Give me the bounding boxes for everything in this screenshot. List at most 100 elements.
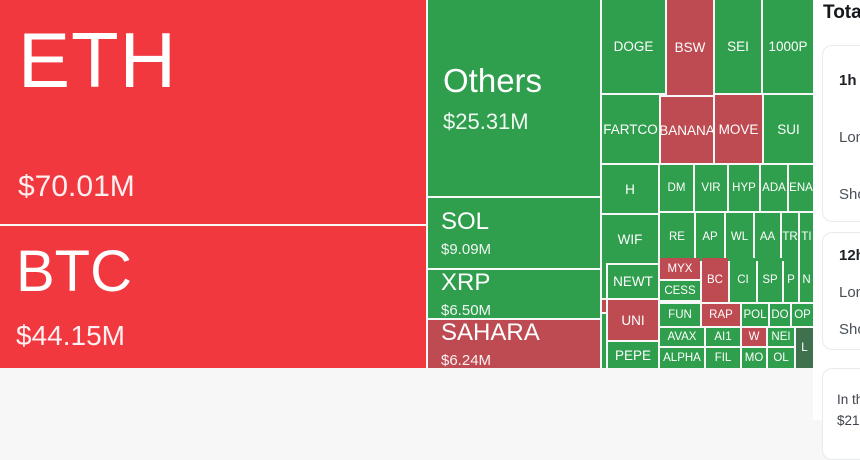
tile-label: CI: [737, 274, 749, 286]
tile-label: H: [625, 181, 635, 197]
long-liquidations-label: Lon: [839, 129, 860, 146]
tile-sliver[interactable]: [602, 300, 606, 312]
tile-bc[interactable]: BC: [702, 258, 728, 302]
tile-h[interactable]: H: [602, 165, 658, 213]
tile-aa[interactable]: AA: [755, 213, 780, 261]
tile-label: TR: [782, 231, 798, 243]
tile-label: 1000P: [768, 39, 808, 54]
tile-sui[interactable]: SUI: [764, 95, 813, 163]
short-liquidations-label: Sho: [839, 321, 860, 338]
tile-vir[interactable]: VIR: [695, 165, 727, 211]
tile-fun[interactable]: FUN: [660, 304, 700, 326]
tile-sahara[interactable]: SAHARA $6.24M: [428, 320, 600, 368]
tile-myx[interactable]: MYX: [660, 258, 700, 279]
tile-mo[interactable]: MO: [742, 348, 766, 368]
tile-label: OP: [794, 309, 811, 321]
tile-label: AI1: [714, 331, 732, 343]
tile-ai1[interactable]: AI1: [706, 328, 740, 346]
tile-label: ENA: [789, 182, 813, 194]
tile-sp[interactable]: SP: [758, 258, 782, 302]
tile-sliver[interactable]: [602, 314, 606, 368]
tile-l[interactable]: L: [796, 328, 813, 368]
tile-ol[interactable]: OL: [768, 348, 794, 368]
tile-label: BSW: [674, 40, 706, 55]
tile-label: OL: [773, 352, 789, 364]
tile-bsw[interactable]: BSW: [667, 0, 713, 95]
tile-tr[interactable]: TR: [782, 213, 798, 261]
tile-nei[interactable]: NEI: [768, 328, 794, 346]
tile-p[interactable]: P: [784, 258, 798, 302]
tile-w[interactable]: W: [742, 328, 766, 346]
tile-n[interactable]: N: [800, 258, 813, 302]
tile-label: W: [748, 331, 760, 343]
summary-text: In th: [837, 392, 860, 407]
tile-eth[interactable]: ETH $70.01M: [0, 0, 426, 224]
tile-doge[interactable]: DOGE: [602, 0, 665, 93]
tile-pol[interactable]: POL: [742, 304, 768, 326]
tile-ci[interactable]: CI: [730, 258, 756, 302]
liquidation-treemap: ETH $70.01M BTC $44.15M Others $25.31M SOL $9.0…: [0, 0, 813, 368]
tile-label: BTC: [16, 239, 132, 304]
liquidation-side-panel: Tota 1h Lon Sho 12h Lon Sho In th $21: [813, 0, 860, 460]
tile-others[interactable]: Others $25.31M: [428, 0, 600, 196]
tile-1000p[interactable]: 1000P: [763, 0, 813, 93]
tile-ap[interactable]: AP: [696, 213, 724, 261]
tile-do[interactable]: DO: [770, 304, 790, 326]
tile-label: VIR: [701, 182, 721, 194]
tile-label: DO: [771, 309, 789, 321]
tile-op[interactable]: OP: [792, 304, 813, 326]
tile-label: BANANA: [661, 122, 713, 138]
tile-label: DOGE: [613, 39, 654, 54]
tile-label: TI: [801, 231, 812, 243]
tile-fil[interactable]: FIL: [706, 348, 740, 368]
liquidation-card-1h: 1h Lon Sho: [822, 45, 860, 222]
tile-pepe[interactable]: PEPE: [608, 342, 658, 368]
tile-label: FUN: [668, 309, 692, 321]
tile-re[interactable]: RE: [660, 213, 694, 261]
tile-label: AVAX: [667, 331, 697, 343]
tile-ena[interactable]: ENA: [789, 165, 813, 211]
tile-label: XRP: [441, 270, 491, 296]
tile-avax[interactable]: AVAX: [660, 328, 704, 346]
tile-wif[interactable]: WIF: [602, 215, 658, 263]
tile-label: MO: [744, 352, 764, 364]
tile-label: MYX: [667, 262, 693, 275]
tile-btc[interactable]: BTC $44.15M: [0, 226, 426, 368]
tile-label: SEI: [727, 39, 749, 54]
tile-label: Others: [443, 61, 543, 99]
tile-label: RAP: [709, 309, 733, 321]
tile-banana[interactable]: BANANA: [661, 97, 713, 163]
tile-ada[interactable]: ADA: [761, 165, 787, 211]
tile-value: $44.15M: [16, 320, 125, 351]
long-liquidations-label: Lon: [839, 284, 860, 301]
tile-cess[interactable]: CESS: [660, 281, 700, 300]
tile-label: ADA: [762, 182, 786, 194]
tile-label: NEWT: [613, 274, 653, 289]
liquidation-summary-card: In th $21: [822, 368, 860, 460]
tile-fartco[interactable]: FARTCO: [602, 95, 659, 163]
period-label-12h: 12h: [839, 247, 860, 264]
tile-wl[interactable]: WL: [726, 213, 753, 261]
tile-newt[interactable]: NEWT: [608, 265, 658, 298]
tile-sei[interactable]: SEI: [715, 0, 761, 93]
tile-label: FIL: [714, 352, 732, 364]
tile-uni[interactable]: UNI: [608, 300, 658, 340]
tile-xrp[interactable]: XRP $6.50M: [428, 270, 600, 318]
tile-value: $6.24M: [441, 352, 492, 368]
tile-label: UNI: [621, 312, 645, 328]
tile-label: MOVE: [718, 121, 759, 137]
tile-dm[interactable]: DM: [660, 165, 693, 211]
tile-sliver[interactable]: [602, 258, 606, 298]
tile-rap[interactable]: RAP: [702, 304, 740, 326]
tile-sol[interactable]: SOL $9.09M: [428, 198, 600, 268]
tile-label: SP: [762, 274, 778, 286]
short-liquidations-label: Sho: [839, 186, 860, 203]
tile-alpha[interactable]: ALPHA: [660, 348, 704, 368]
tile-ti[interactable]: TI: [800, 213, 813, 261]
tile-label: SAHARA: [441, 320, 540, 346]
tile-hyp[interactable]: HYP: [729, 165, 759, 211]
tile-label: SOL: [441, 208, 490, 235]
tile-move[interactable]: MOVE: [715, 95, 762, 163]
tile-label: N: [802, 274, 811, 286]
tile-label: ALPHA: [663, 352, 701, 364]
